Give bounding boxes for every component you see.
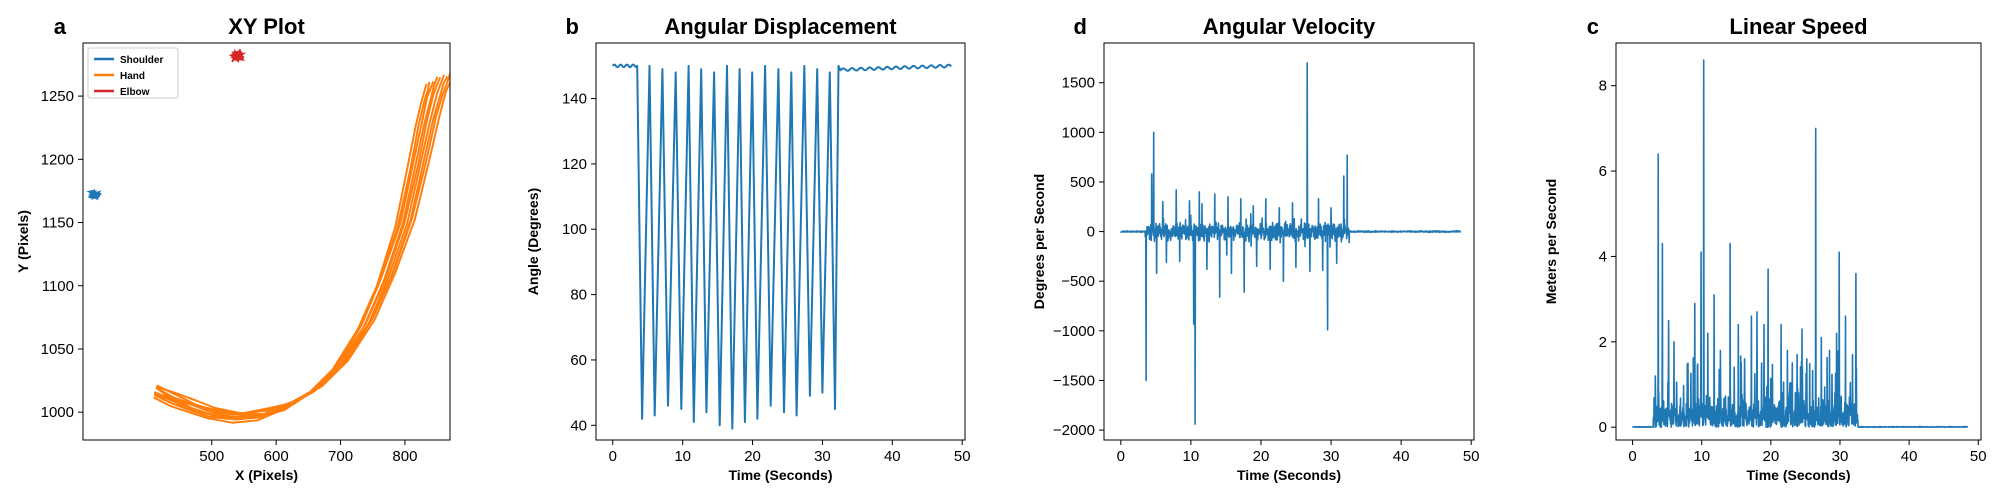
y-tick-label: −2000 [1053,422,1095,439]
chart-title: XY Plot [228,14,305,39]
y-tick-label: 500 [1070,174,1095,191]
y-tick-label: 60 [570,352,587,369]
panel-letter: a [54,14,67,39]
chart-panel-c: Linear Speed c 0 10 20 30 40 50 0 2 4 6 8 Time (Secon… [1543,14,1987,483]
y-tick-label: 6 [1599,163,1607,180]
series-angle-line [611,63,952,430]
series-elbow [228,48,247,64]
x-tick-label: 10 [1693,448,1710,465]
x-tick-label: 30 [1832,448,1849,465]
legend: Shoulder Hand Elbow [87,47,179,99]
series-hand-line [155,74,446,416]
x-tick-label: 40 [1901,448,1918,465]
legend-entry: Elbow [120,87,150,98]
y-tick-label: 100 [562,221,587,238]
axes-frame [595,42,966,441]
plot-area [1632,59,1969,428]
x-tick-label: 30 [814,448,831,465]
x-tick-label: 0 [1628,448,1636,465]
x-tick-label: 0 [1117,448,1125,465]
y-tick-label: 2 [1599,334,1607,351]
x-tick-label: 40 [884,448,901,465]
y-axis-label: Y (Pixels) [15,210,31,273]
y-tick-label: 1150 [42,215,74,232]
y-tick-label: 1000 [1062,124,1095,141]
x-tick-label: 800 [392,448,417,465]
panel-letter: d [1074,14,1087,39]
y-tick-label: 4 [1599,248,1607,265]
x-axis-label: Time (Seconds) [729,467,833,483]
y-tick-label: 80 [570,287,587,304]
legend-entry: Shoulder [120,55,163,66]
series-hand-line [156,71,450,416]
y-tick-label: 0 [1087,224,1095,241]
y-tick-label: 1500 [1062,75,1095,92]
x-tick-label: 50 [1463,448,1480,465]
legend-entry: Hand [120,71,145,82]
y-tick-label: 1200 [41,151,74,168]
y-tick-label: −500 [1061,273,1095,290]
x-tick-label: 600 [264,448,289,465]
plot-area [611,63,952,430]
axes-frame [1615,42,1982,441]
y-tick-label: 0 [1599,419,1607,436]
chart-title: Linear Speed [1729,14,1867,39]
x-axis-label: Time (Seconds) [1237,467,1341,483]
x-tick-label: 20 [1763,448,1780,465]
x-axis-label: X (Pixels) [235,467,298,483]
y-tick-label: 1100 [42,278,74,295]
series-velocity-line [1120,62,1462,425]
series-hand-line [153,81,431,421]
x-tick-label: 20 [1253,448,1270,465]
chart-title: Angular Displacement [664,14,897,39]
series-speed-line [1632,59,1969,428]
series-hand-line [153,83,428,424]
series-hand-line [153,76,439,418]
x-tick-label: 30 [1323,448,1340,465]
x-tick-label: 500 [199,448,224,465]
y-axis-label: Degrees per Second [1031,174,1047,309]
y-tick-label: 1000 [41,404,74,421]
y-tick-label: 40 [570,417,587,434]
y-tick-label: 1250 [41,88,74,105]
y-tick-label: 120 [562,156,587,173]
y-tick-label: −1500 [1053,372,1095,389]
plot-area [1120,62,1462,425]
x-tick-label: 0 [609,448,617,465]
y-tick-label: 140 [562,91,587,108]
legend-box [87,47,179,99]
chart-panel-a: XY Plot a 500 600 700 800 1000 1050 1100 1150 1200… [15,14,451,483]
series-shoulder [86,188,102,201]
x-tick-label: 40 [1393,448,1410,465]
y-axis-label: Angle (Degrees) [525,188,541,295]
x-tick-label: 20 [744,448,761,465]
series-hand-line [155,79,450,415]
chart-panel-d: Angular Velocity d 0 10 20 30 40 50 −2000 −1500 −1… [1031,14,1480,483]
axes-frame [1103,42,1475,441]
y-tick-label: 1050 [41,341,74,358]
panel-letter: b [566,14,579,39]
y-tick-label: 8 [1599,78,1607,95]
chart-panel-b: Angular Displacement b 0 10 20 30 40 50 40 60 80 10… [525,14,971,483]
chart-title: Angular Velocity [1203,14,1376,39]
axes-frame [82,42,451,441]
x-tick-label: 50 [954,448,971,465]
x-tick-label: 10 [1183,448,1200,465]
plot-area [86,48,450,424]
series-hand-line [153,80,435,421]
y-tick-label: −1000 [1053,323,1095,340]
x-tick-label: 50 [1970,448,1987,465]
x-axis-label: Time (Seconds) [1747,467,1851,483]
y-axis-label: Meters per Second [1543,179,1559,304]
x-tick-label: 700 [328,448,353,465]
x-tick-label: 10 [674,448,691,465]
panel-letter: c [1587,14,1599,39]
series-hand-line [154,76,442,420]
